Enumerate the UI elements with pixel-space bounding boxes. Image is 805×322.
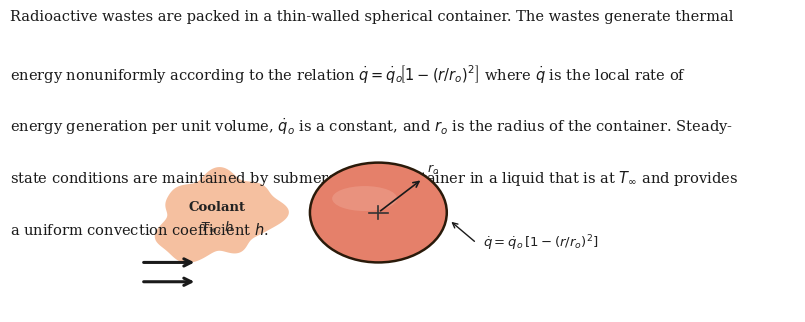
Text: $r_o$: $r_o$ xyxy=(427,163,439,177)
Ellipse shape xyxy=(310,163,447,262)
Text: a uniform convection coefficient $h$.: a uniform convection coefficient $h$. xyxy=(10,222,268,238)
Ellipse shape xyxy=(332,186,397,211)
Text: energy nonuniformly according to the relation $\dot{q}=\dot{q}_o\!\left[1-(r/r_o: energy nonuniformly according to the rel… xyxy=(10,63,686,85)
Text: $T_{\infty}$, $h$: $T_{\infty}$, $h$ xyxy=(200,219,234,235)
Polygon shape xyxy=(155,167,289,263)
Text: energy generation per unit volume, $\dot{q}_o$ is a constant, and $r_o$ is the r: energy generation per unit volume, $\dot… xyxy=(10,116,733,137)
Text: Radioactive wastes are packed in a thin-walled spherical container. The wastes g: Radioactive wastes are packed in a thin-… xyxy=(10,10,733,24)
Text: Coolant: Coolant xyxy=(189,201,246,214)
Text: state conditions are maintained by submerging the container in a liquid that is : state conditions are maintained by subme… xyxy=(10,169,738,188)
Text: $\dot{q} = \dot{q}_o\,[1-(r/r_o)^2]$: $\dot{q} = \dot{q}_o\,[1-(r/r_o)^2]$ xyxy=(483,233,598,253)
